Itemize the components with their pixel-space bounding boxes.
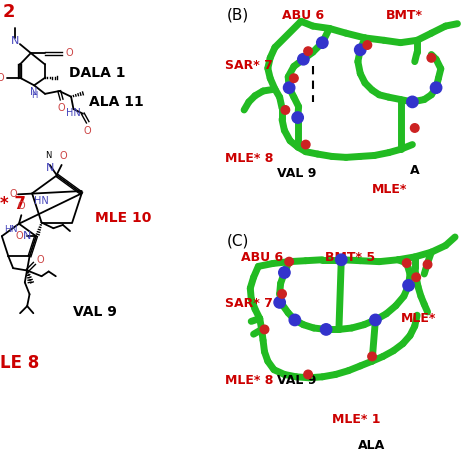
Text: O: O bbox=[84, 126, 91, 136]
Text: N: N bbox=[30, 87, 38, 97]
Text: HN: HN bbox=[4, 225, 18, 234]
Text: LE 8: LE 8 bbox=[0, 354, 39, 372]
Text: (B): (B) bbox=[227, 8, 249, 23]
Circle shape bbox=[292, 112, 303, 123]
Circle shape bbox=[281, 106, 290, 114]
Text: ALA: ALA bbox=[358, 439, 385, 452]
Circle shape bbox=[317, 37, 328, 48]
Circle shape bbox=[274, 297, 285, 308]
Text: O: O bbox=[37, 255, 45, 265]
Circle shape bbox=[260, 325, 269, 334]
Text: O: O bbox=[15, 231, 23, 241]
Circle shape bbox=[278, 290, 286, 298]
Text: N: N bbox=[45, 151, 52, 160]
Text: O: O bbox=[65, 48, 73, 58]
Circle shape bbox=[363, 41, 372, 49]
Text: MLE* 8: MLE* 8 bbox=[225, 374, 273, 387]
Text: SAR* 7: SAR* 7 bbox=[225, 59, 273, 72]
Text: BMT*: BMT* bbox=[386, 9, 423, 22]
Text: O: O bbox=[59, 151, 67, 161]
Text: ABU 6: ABU 6 bbox=[241, 251, 283, 264]
Circle shape bbox=[304, 370, 312, 379]
Circle shape bbox=[283, 82, 295, 93]
Circle shape bbox=[412, 273, 420, 282]
Circle shape bbox=[402, 259, 411, 267]
Text: MLE* 8: MLE* 8 bbox=[225, 152, 273, 165]
Text: * 7: * 7 bbox=[0, 195, 26, 213]
Text: MLE 10: MLE 10 bbox=[95, 211, 151, 225]
Text: MLE*: MLE* bbox=[401, 312, 436, 325]
Text: BMT* 5: BMT* 5 bbox=[325, 251, 375, 264]
Circle shape bbox=[289, 314, 301, 326]
Text: O: O bbox=[9, 189, 17, 200]
Circle shape bbox=[407, 96, 418, 108]
Text: SAR* 7: SAR* 7 bbox=[225, 297, 273, 310]
Text: O: O bbox=[58, 103, 65, 113]
Text: N: N bbox=[23, 231, 31, 241]
Circle shape bbox=[403, 280, 414, 291]
Circle shape bbox=[427, 54, 436, 62]
Text: A: A bbox=[410, 164, 419, 177]
Circle shape bbox=[355, 44, 366, 55]
Text: VAL 9: VAL 9 bbox=[73, 305, 118, 319]
Circle shape bbox=[423, 260, 432, 269]
Text: N: N bbox=[11, 36, 19, 46]
Text: ALA 11: ALA 11 bbox=[89, 95, 144, 109]
Text: O: O bbox=[0, 73, 4, 83]
Circle shape bbox=[320, 324, 332, 335]
Circle shape bbox=[304, 47, 312, 55]
Text: VAL 9: VAL 9 bbox=[277, 167, 317, 181]
Text: DALA 1: DALA 1 bbox=[69, 66, 125, 81]
Circle shape bbox=[301, 140, 310, 149]
Text: VAL 9: VAL 9 bbox=[277, 374, 317, 387]
Text: HN: HN bbox=[35, 196, 49, 206]
Text: 2: 2 bbox=[2, 3, 15, 21]
Text: MLE*: MLE* bbox=[372, 183, 408, 196]
Circle shape bbox=[279, 267, 290, 278]
Circle shape bbox=[298, 54, 309, 65]
Text: MLE* 1: MLE* 1 bbox=[332, 413, 380, 426]
Text: ABU 6: ABU 6 bbox=[282, 9, 324, 22]
Circle shape bbox=[336, 254, 347, 265]
Circle shape bbox=[410, 124, 419, 132]
Text: HN: HN bbox=[66, 108, 81, 118]
Text: (C): (C) bbox=[227, 233, 249, 248]
Text: H: H bbox=[31, 91, 37, 100]
Text: N: N bbox=[46, 163, 55, 173]
Circle shape bbox=[430, 82, 442, 93]
Circle shape bbox=[370, 314, 381, 326]
Text: O: O bbox=[18, 201, 25, 211]
Circle shape bbox=[368, 352, 376, 361]
Circle shape bbox=[290, 74, 298, 82]
Circle shape bbox=[285, 257, 293, 266]
